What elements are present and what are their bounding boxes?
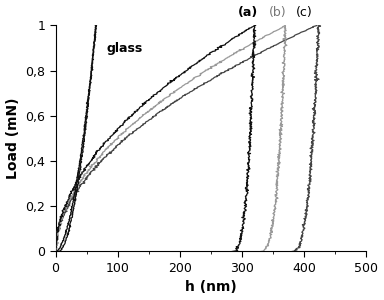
Y-axis label: Load (mN): Load (mN) <box>5 98 20 179</box>
Text: (a): (a) <box>238 6 258 19</box>
Text: (c): (c) <box>296 6 313 19</box>
Text: glass: glass <box>106 42 143 55</box>
Text: (b): (b) <box>269 6 287 19</box>
X-axis label: h (nm): h (nm) <box>185 280 237 294</box>
